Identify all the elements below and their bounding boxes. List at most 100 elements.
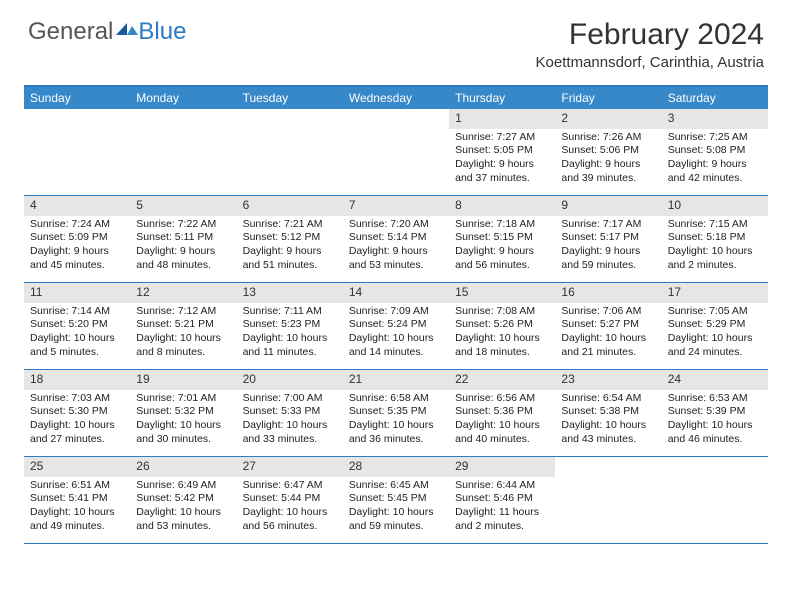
day-info-line: Daylight: 9 hours <box>455 158 549 172</box>
day-number: 11 <box>24 283 130 303</box>
day-number: 12 <box>130 283 236 303</box>
day-info-line: Sunrise: 7:18 AM <box>455 218 549 232</box>
day-info-line: Sunrise: 7:26 AM <box>561 131 655 145</box>
weekday-header: Friday <box>555 87 661 109</box>
calendar-day-cell: 13Sunrise: 7:11 AMSunset: 5:23 PMDayligh… <box>237 283 343 369</box>
day-info-line: and 45 minutes. <box>30 259 124 273</box>
title-block: February 2024 Koettmannsdorf, Carinthia,… <box>536 18 764 71</box>
weekday-header: Wednesday <box>343 87 449 109</box>
month-title: February 2024 <box>536 18 764 52</box>
day-info-line: Daylight: 10 hours <box>30 332 124 346</box>
calendar-body: ....1Sunrise: 7:27 AMSunset: 5:05 PMDayl… <box>24 109 768 544</box>
calendar-day-cell: 5Sunrise: 7:22 AMSunset: 5:11 PMDaylight… <box>130 196 236 282</box>
calendar-week-row: 11Sunrise: 7:14 AMSunset: 5:20 PMDayligh… <box>24 283 768 370</box>
calendar-week-row: 25Sunrise: 6:51 AMSunset: 5:41 PMDayligh… <box>24 457 768 544</box>
day-info-line: Daylight: 10 hours <box>136 506 230 520</box>
day-info-line: Daylight: 10 hours <box>561 332 655 346</box>
day-info-line: and 56 minutes. <box>455 259 549 273</box>
calendar-day-cell: 11Sunrise: 7:14 AMSunset: 5:20 PMDayligh… <box>24 283 130 369</box>
day-info-line: Sunset: 5:35 PM <box>349 405 443 419</box>
day-info-line: Sunset: 5:20 PM <box>30 318 124 332</box>
day-info-line: Sunset: 5:24 PM <box>349 318 443 332</box>
day-info-line: Daylight: 10 hours <box>668 332 762 346</box>
calendar-day-cell: . <box>555 457 661 543</box>
day-number: 13 <box>237 283 343 303</box>
calendar-day-cell: 27Sunrise: 6:47 AMSunset: 5:44 PMDayligh… <box>237 457 343 543</box>
day-info-line: Sunset: 5:32 PM <box>136 405 230 419</box>
calendar-day-cell: 6 Sunrise: 7:21 AMSunset: 5:12 PMDaylight… <box>237 196 343 282</box>
day-info-line: Sunrise: 6:49 AM <box>136 479 230 493</box>
location-text: Koettmannsdorf, Carinthia, Austria <box>536 54 764 71</box>
day-info-line: Daylight: 10 hours <box>668 419 762 433</box>
day-info-line: Daylight: 10 hours <box>349 506 443 520</box>
calendar-day-cell: 7Sunrise: 7:20 AMSunset: 5:14 PMDaylight… <box>343 196 449 282</box>
day-info-line: Sunrise: 7:08 AM <box>455 305 549 319</box>
calendar-day-cell: . <box>237 109 343 195</box>
day-info-line: Sunset: 5:42 PM <box>136 492 230 506</box>
day-info-line: Sunset: 5:38 PM <box>561 405 655 419</box>
day-info-line: and 36 minutes. <box>349 433 443 447</box>
day-info-line: Sunset: 5:14 PM <box>349 231 443 245</box>
day-number: 17 <box>662 283 768 303</box>
calendar-day-cell: 25Sunrise: 6:51 AMSunset: 5:41 PMDayligh… <box>24 457 130 543</box>
weekday-header: Monday <box>130 87 236 109</box>
weekday-header-row: SundayMondayTuesdayWednesdayThursdayFrid… <box>24 87 768 109</box>
day-number: 25 <box>24 457 130 477</box>
calendar-day-cell: 28Sunrise: 6:45 AMSunset: 5:45 PMDayligh… <box>343 457 449 543</box>
calendar-day-cell: 12Sunrise: 7:12 AMSunset: 5:21 PMDayligh… <box>130 283 236 369</box>
calendar-day-cell: 22Sunrise: 6:56 AMSunset: 5:36 PMDayligh… <box>449 370 555 456</box>
calendar-week-row: 18Sunrise: 7:03 AMSunset: 5:30 PMDayligh… <box>24 370 768 457</box>
day-info-line: Sunset: 5:39 PM <box>668 405 762 419</box>
day-info-line: Daylight: 9 hours <box>455 245 549 259</box>
day-info-line: Sunrise: 6:56 AM <box>455 392 549 406</box>
calendar-day-cell: 8Sunrise: 7:18 AMSunset: 5:15 PMDaylight… <box>449 196 555 282</box>
day-info-line: and 8 minutes. <box>136 346 230 360</box>
day-info-line: and 49 minutes. <box>30 520 124 534</box>
day-number: 24 <box>662 370 768 390</box>
day-info-line: Sunset: 5:15 PM <box>455 231 549 245</box>
day-info-line: and 2 minutes. <box>668 259 762 273</box>
day-info-line: Daylight: 9 hours <box>561 158 655 172</box>
day-info-line: and 53 minutes. <box>349 259 443 273</box>
day-info-line: Sunset: 5:09 PM <box>30 231 124 245</box>
logo-icon <box>116 16 138 44</box>
calendar-week-row: 4Sunrise: 7:24 AMSunset: 5:09 PMDaylight… <box>24 196 768 283</box>
day-info-line: and 53 minutes. <box>136 520 230 534</box>
day-info-line: and 33 minutes. <box>243 433 337 447</box>
weekday-header: Tuesday <box>237 87 343 109</box>
day-info-line: Sunset: 5:23 PM <box>243 318 337 332</box>
day-info-line: and 37 minutes. <box>455 172 549 186</box>
day-number: 23 <box>555 370 661 390</box>
day-info-line: Sunrise: 7:21 AM <box>243 218 337 232</box>
day-info-line: and 40 minutes. <box>455 433 549 447</box>
day-info-line: and 56 minutes. <box>243 520 337 534</box>
calendar-day-cell: 21Sunrise: 6:58 AMSunset: 5:35 PMDayligh… <box>343 370 449 456</box>
day-info-line: Sunrise: 7:03 AM <box>30 392 124 406</box>
calendar-day-cell: 29Sunrise: 6:44 AMSunset: 5:46 PMDayligh… <box>449 457 555 543</box>
day-info-line: Sunrise: 6:44 AM <box>455 479 549 493</box>
day-info-line: Sunrise: 7:17 AM <box>561 218 655 232</box>
calendar-day-cell: 26Sunrise: 6:49 AMSunset: 5:42 PMDayligh… <box>130 457 236 543</box>
calendar-day-cell: 20Sunrise: 7:00 AMSunset: 5:33 PMDayligh… <box>237 370 343 456</box>
day-info-line: Daylight: 11 hours <box>455 506 549 520</box>
calendar-day-cell: 9Sunrise: 7:17 AMSunset: 5:17 PMDaylight… <box>555 196 661 282</box>
day-info-line: Sunset: 5:12 PM <box>243 231 337 245</box>
day-info-line: Daylight: 9 hours <box>243 245 337 259</box>
day-info-line: and 51 minutes. <box>243 259 337 273</box>
day-info-line: Daylight: 10 hours <box>30 419 124 433</box>
calendar-day-cell: 14Sunrise: 7:09 AMSunset: 5:24 PMDayligh… <box>343 283 449 369</box>
calendar-day-cell: . <box>343 109 449 195</box>
day-info-line: and 18 minutes. <box>455 346 549 360</box>
day-info-line: Daylight: 10 hours <box>349 419 443 433</box>
day-number: 6 <box>237 196 343 216</box>
calendar-day-cell: 1Sunrise: 7:27 AMSunset: 5:05 PMDaylight… <box>449 109 555 195</box>
day-info-line: Daylight: 9 hours <box>561 245 655 259</box>
logo-text-2: Blue <box>138 18 186 46</box>
day-number: 7 <box>343 196 449 216</box>
day-number: 18 <box>24 370 130 390</box>
day-number: 2 <box>555 109 661 129</box>
day-info-line: Daylight: 9 hours <box>136 245 230 259</box>
day-info-line: Sunrise: 7:11 AM <box>243 305 337 319</box>
day-info-line: Sunset: 5:33 PM <box>243 405 337 419</box>
logo: General Blue <box>28 18 186 46</box>
